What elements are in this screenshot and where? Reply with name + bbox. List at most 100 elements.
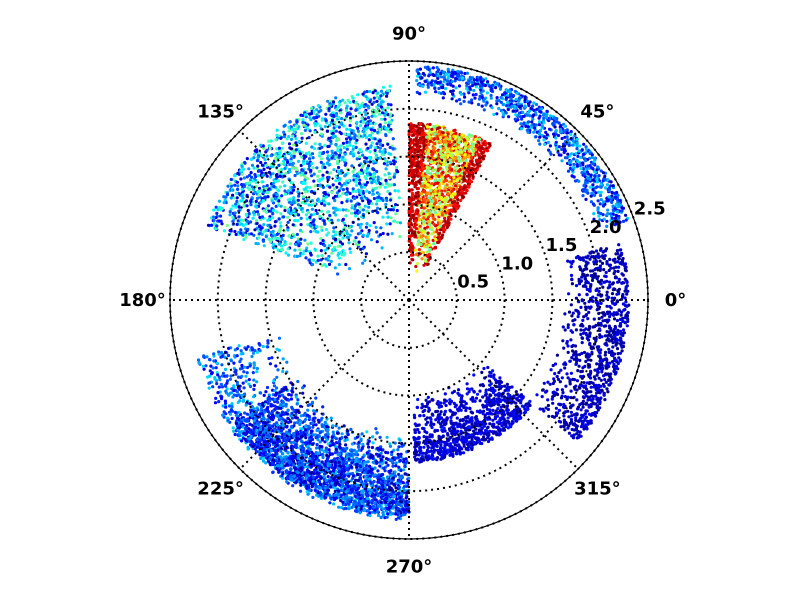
scatter-point — [344, 173, 348, 177]
scatter-point — [283, 163, 287, 167]
scatter-point — [289, 235, 294, 240]
scatter-point — [551, 122, 555, 126]
scatter-point — [254, 202, 258, 206]
scatter-point — [559, 127, 563, 132]
scatter-point — [559, 368, 563, 372]
scatter-point — [560, 159, 564, 163]
scatter-point — [388, 115, 392, 119]
scatter-point — [331, 206, 336, 210]
scatter-point — [301, 113, 305, 118]
scatter-point — [340, 242, 345, 246]
scatter-point — [350, 211, 354, 215]
scatter-point — [327, 136, 331, 140]
scatter-point — [295, 254, 299, 258]
scatter-point — [563, 149, 567, 153]
scatter-point — [277, 217, 281, 221]
scatter-point — [357, 181, 362, 185]
scatter-point — [252, 233, 256, 237]
scatter-point — [318, 142, 322, 146]
scatter-point — [333, 199, 337, 203]
scatter-point — [449, 74, 454, 78]
scatter-point — [421, 71, 425, 76]
scatter-point — [354, 141, 358, 145]
scatter-point — [366, 232, 370, 236]
scatter-point — [334, 213, 338, 217]
scatter-point — [422, 206, 426, 210]
scatter-point — [442, 76, 446, 80]
scatter-point — [409, 253, 413, 257]
scatter-point — [334, 96, 338, 100]
scatter-point — [348, 247, 352, 251]
scatter-point — [342, 146, 346, 150]
scatter-point — [389, 198, 393, 202]
scatter-point — [242, 176, 246, 180]
scatter-point — [443, 186, 447, 190]
scatter-point — [426, 183, 430, 187]
scatter-point — [479, 148, 483, 153]
scatter-point — [312, 116, 316, 120]
scatter-point — [369, 121, 373, 126]
scatter-point — [361, 191, 366, 195]
scatter-point — [425, 139, 429, 144]
scatter-point — [589, 283, 593, 287]
scatter-point — [574, 384, 578, 388]
scatter-point — [421, 209, 425, 213]
scatter-point — [614, 358, 618, 362]
scatter-point — [551, 401, 555, 405]
scatter-point — [266, 190, 270, 194]
scatter-point — [340, 158, 344, 162]
scatter-point — [248, 178, 253, 182]
scatter-point — [443, 228, 447, 232]
scatter-point — [410, 216, 414, 220]
scatter-point — [574, 426, 579, 430]
scatter-point — [614, 195, 618, 199]
scatter-point — [316, 197, 320, 201]
scatter-point — [379, 177, 383, 181]
scatter-point — [321, 239, 325, 243]
scatter-point — [283, 240, 287, 244]
scatter-point — [581, 318, 585, 322]
scatter-point — [467, 185, 471, 189]
scatter-point — [377, 112, 382, 116]
scatter-point — [357, 242, 361, 247]
scatter-point — [307, 136, 311, 140]
scatter-point — [299, 237, 303, 241]
scatter-point — [363, 204, 367, 208]
scatter-point — [594, 288, 598, 292]
scatter-point — [249, 220, 253, 224]
scatter-point — [468, 75, 472, 79]
scatter-point — [337, 263, 341, 267]
scatter-point — [621, 292, 625, 297]
scatter-point — [452, 179, 456, 183]
scatter-point — [495, 96, 499, 100]
scatter-point — [337, 194, 342, 198]
scatter-point — [439, 72, 443, 76]
scatter-point — [582, 268, 586, 272]
scatter-point — [322, 219, 326, 223]
scatter-point — [434, 237, 438, 241]
scatter-point — [479, 80, 483, 84]
scatter-point — [356, 223, 360, 227]
scatter-point — [418, 67, 422, 71]
scatter-point — [376, 130, 380, 134]
scatter-point — [286, 253, 291, 257]
scatter-point — [605, 261, 609, 266]
scatter-point — [386, 183, 391, 187]
scatter-point — [598, 333, 602, 337]
scatter-point — [280, 247, 284, 252]
scatter-point — [358, 124, 363, 128]
scatter-point — [361, 199, 365, 203]
scatter-point — [348, 123, 352, 128]
scatter-point — [256, 242, 260, 246]
scatter-point — [428, 71, 432, 75]
scatter-point — [565, 135, 569, 139]
scatter-point — [437, 186, 441, 190]
scatter-point — [442, 179, 446, 184]
scatter-point — [330, 190, 334, 194]
scatter-point — [471, 81, 475, 85]
scatter-point — [559, 420, 563, 424]
scatter-point — [332, 187, 337, 191]
scatter-point — [607, 347, 611, 351]
scatter-point — [236, 187, 240, 191]
scatter-point — [537, 120, 542, 124]
